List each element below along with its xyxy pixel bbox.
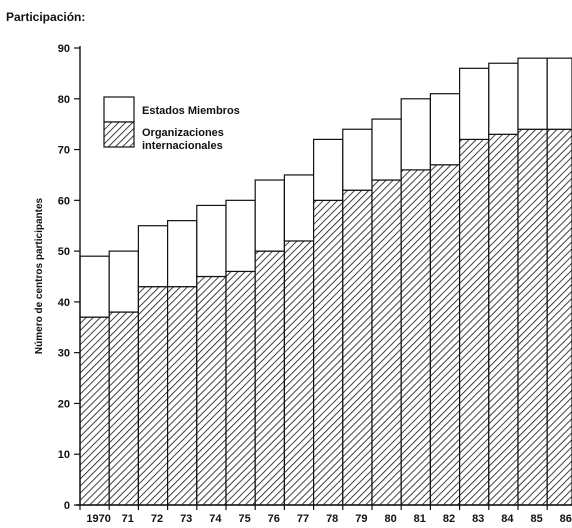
bar-estados-85 [517,57,548,130]
bar-estados-83 [459,67,490,141]
bar-estados-74 [196,204,227,278]
bar-estados-82 [429,93,461,166]
x-tick-label-76: 76 [268,513,280,525]
bar-organizaciones-81 [400,169,432,506]
legend-label-organizaciones: Organizaciones [142,127,224,139]
legend: Estados Miembros Organizacionesinternacio… [103,96,240,152]
x-tick-label-1970: 1970 [86,513,110,525]
bar-estados-84 [488,62,519,135]
x-tick-label-84: 84 [501,513,514,525]
legend-swatch-organizaciones [103,121,135,148]
x-tick-label-77: 77 [297,513,309,525]
bar-organizaciones-79 [342,189,373,506]
bar-organizaciones-72 [137,286,169,506]
bars-group [79,57,572,506]
x-tick-label-81: 81 [414,513,426,525]
bar-organizaciones-75 [225,270,256,506]
bar-organizaciones-76 [254,250,285,506]
bar-estados-80 [371,118,402,181]
bar-organizaciones-74 [196,275,227,506]
bar-estados-76 [254,179,285,252]
legend-swatch-estados [103,96,135,123]
legend-label-organizaciones-line2: internacionales [142,140,223,152]
bar-estados-72 [137,225,169,288]
y-tick-label-0: 0 [64,500,70,512]
bar-estados-86 [546,57,572,130]
x-tick-label-79: 79 [355,513,367,525]
x-tick-label-78: 78 [326,513,338,525]
bar-organizaciones-84 [488,133,519,506]
x-tick-label-82: 82 [443,513,455,525]
chart-heading: Participación: [6,10,86,24]
bar-organizaciones-80 [371,179,402,506]
bar-organizaciones-73 [167,286,198,506]
bar-estados-73 [167,220,198,288]
bar-estados-81 [400,98,432,171]
bar-organizaciones-77 [283,240,315,506]
x-tick-label-71: 71 [122,513,134,525]
bar-estados-78 [313,138,344,201]
y-axis-title: Número de centros participantes [34,197,45,354]
bar-organizaciones-82 [429,164,461,506]
y-tick-label-60: 60 [58,195,70,207]
bar-organizaciones-83 [459,138,490,506]
y-tick-label-90: 90 [58,43,70,55]
bar-estados-75 [225,199,256,273]
bar-organizaciones-78 [313,199,344,506]
legend-label-estados: Estados Miembros [142,105,240,117]
x-tick-label-73: 73 [180,513,192,525]
x-tick-label-72: 72 [151,513,163,525]
x-tick-label-85: 85 [530,513,542,525]
bar-organizaciones-85 [517,128,548,506]
y-tick-label-10: 10 [58,449,70,461]
y-tick-label-50: 50 [58,246,70,258]
bar-organizaciones-1970 [79,316,110,506]
y-tick-label-40: 40 [58,297,70,309]
axes-group: 1970 71 72 73 74 75 76 77 78 79 80 81 82 83 84 85 86 0 10 2… [34,43,572,525]
bar-estados-77 [283,174,315,242]
bar-estados-71 [108,250,139,313]
y-tick-label-30: 30 [58,348,70,360]
y-tick-label-70: 70 [58,145,70,157]
bar-organizaciones-71 [108,311,139,506]
x-tick-label-80: 80 [384,513,396,525]
y-tick-label-20: 20 [58,398,70,410]
bar-organizaciones-86 [546,128,572,506]
x-tick-label-86: 86 [560,513,572,525]
x-tick-label-75: 75 [238,513,250,525]
x-tick-label-83: 83 [472,513,484,525]
bar-estados-1970 [79,255,110,318]
bar-estados-79 [342,128,373,191]
x-tick-label-74: 74 [209,513,222,525]
y-tick-label-80: 80 [58,94,70,106]
